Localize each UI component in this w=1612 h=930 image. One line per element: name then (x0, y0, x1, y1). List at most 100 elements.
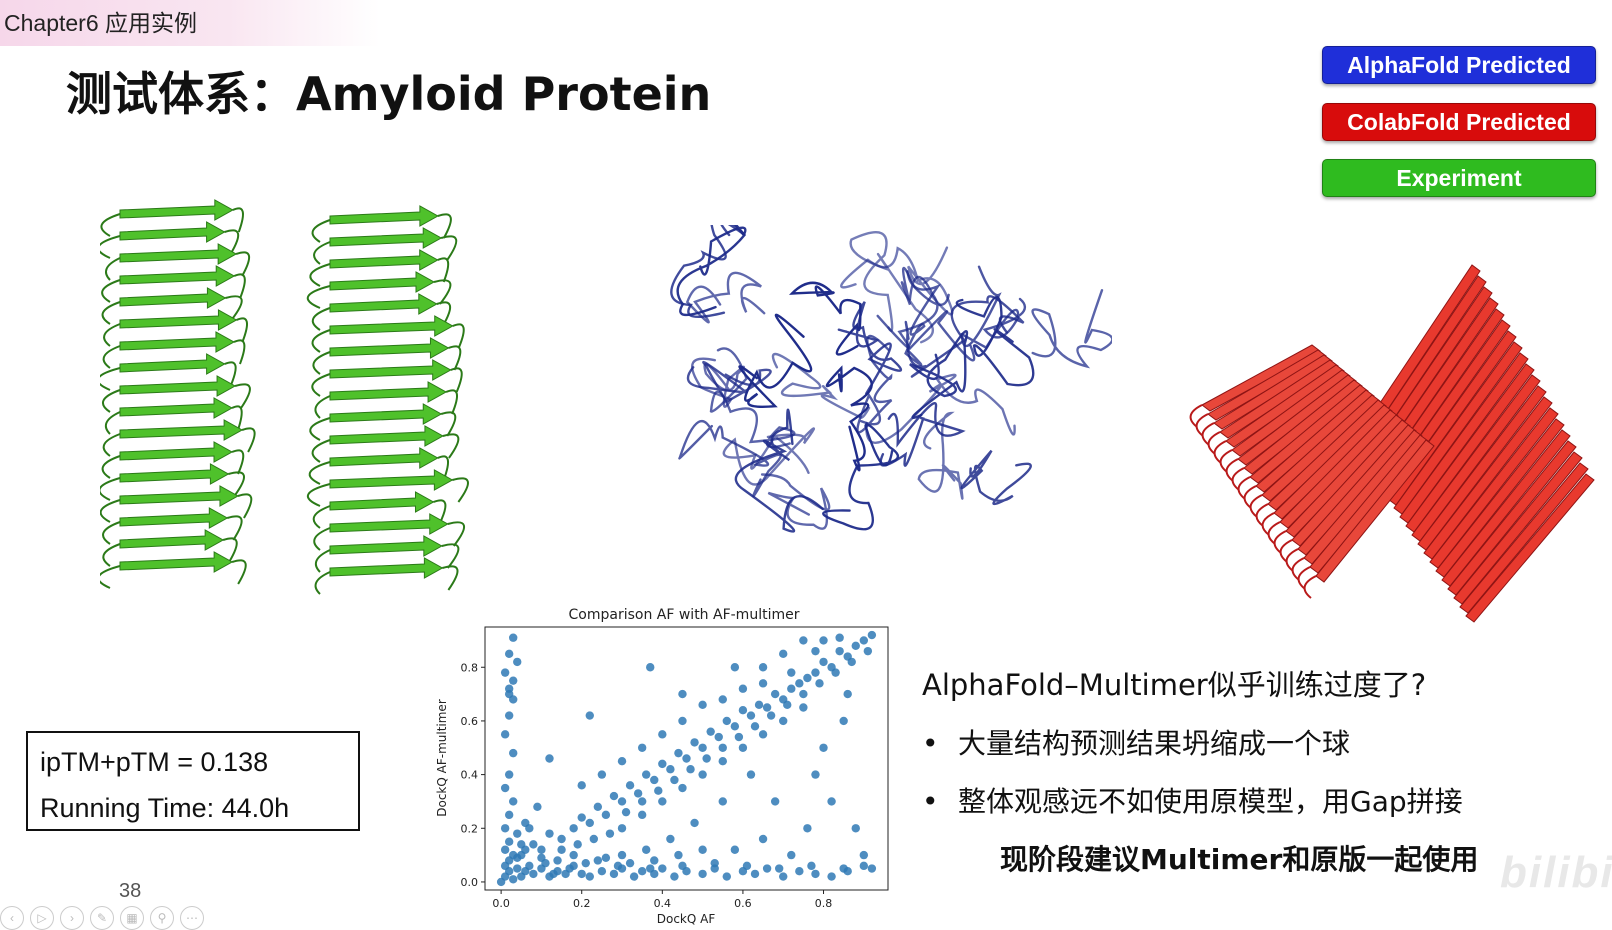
scatter-point (678, 783, 687, 793)
loop (101, 455, 121, 479)
scatter-point (698, 869, 707, 879)
loop (105, 257, 121, 281)
loop (441, 543, 460, 569)
beta-strand (329, 469, 454, 491)
beta-strand (329, 381, 448, 403)
loop (101, 389, 121, 413)
coil (678, 419, 782, 498)
scatter-point (807, 861, 816, 871)
coil (685, 271, 766, 324)
loop (224, 229, 240, 255)
scatter-point (529, 869, 538, 879)
scatter-point (819, 636, 828, 645)
loop (101, 279, 121, 303)
legend-alphafold: AlphaFold Predicted (1322, 46, 1596, 84)
beta-strand (119, 397, 234, 419)
play-icon[interactable]: ▷ (30, 906, 54, 930)
scatter-point (779, 649, 788, 659)
scatter-point (847, 657, 856, 667)
more-icon[interactable]: ⋯ (180, 906, 204, 930)
scatter-point (811, 770, 820, 779)
scatter-point (670, 872, 679, 881)
scatter-point (617, 824, 627, 833)
loop (235, 251, 251, 277)
loop (1231, 467, 1245, 491)
scatter-point (509, 797, 518, 806)
pen-icon[interactable]: ✎ (90, 906, 114, 930)
beta-strand (119, 331, 235, 353)
coil (960, 265, 1026, 350)
beta-strand (329, 425, 444, 447)
beta-strand (119, 287, 227, 309)
loop (104, 411, 121, 435)
scatter-point (678, 861, 687, 871)
beta-strand (329, 491, 435, 513)
grid-icon[interactable]: ▦ (120, 906, 144, 930)
loop (1213, 440, 1227, 464)
scatter-point (815, 679, 824, 688)
bullet-glyph: • (922, 785, 939, 818)
scatter-point (504, 649, 514, 659)
scatter-point (734, 732, 744, 742)
scatter-point (541, 858, 550, 868)
beta-strand (329, 205, 439, 227)
scatter-point (500, 824, 510, 833)
coil (690, 357, 745, 408)
scatter-point (859, 850, 869, 860)
loop (1261, 512, 1275, 536)
loop (100, 235, 121, 259)
scatter-point (654, 786, 663, 795)
y-tick-label: 0.4 (461, 769, 479, 782)
notes-question: AlphaFold–Multimer似乎训练过度了? (922, 668, 1427, 702)
scatter-point (613, 861, 623, 871)
coil (771, 352, 871, 419)
loop (445, 389, 459, 415)
scatter-point (867, 630, 877, 640)
scatter-point (746, 711, 756, 720)
scatter-point (795, 867, 804, 876)
scatter-point (762, 864, 772, 873)
loop (233, 273, 246, 299)
scatter-point (750, 722, 760, 731)
slide-toolbar: ‹ ▷ › ✎ ▦ ⚲ ⋯ (0, 906, 204, 930)
loop (1207, 431, 1221, 455)
bullet-2-text: 整体观感远不如使用原模型，用Gap拼接 (958, 785, 1463, 818)
notes-section: AlphaFold–Multimer似乎训练过度了? • 大量结构预测结果坍缩成一… (922, 662, 1478, 878)
scatter-point (597, 770, 607, 779)
next-icon[interactable]: › (60, 906, 84, 930)
beta-strand (119, 551, 234, 573)
prev-icon[interactable]: ‹ (0, 906, 24, 930)
loop (231, 559, 247, 585)
scatter-point (722, 716, 731, 726)
scatter-point (674, 748, 683, 758)
scatter-point (758, 663, 768, 672)
coil (917, 411, 964, 500)
scatter-point (625, 781, 635, 790)
zoom-icon[interactable]: ⚲ (150, 906, 174, 930)
metrics-box: ipTM+pTM = 0.138 Running Time: 44.0h (26, 731, 360, 831)
beta-strand (119, 463, 230, 485)
loop (437, 257, 450, 283)
comparison-scatter-chart: Comparison AF with AF-multimer 0.0 0.2 0.4… (435, 607, 889, 926)
page-title: 测试体系：Amyloid Protein (66, 67, 712, 121)
loop (100, 367, 121, 391)
loop (313, 241, 331, 265)
notes-recommendation: 现阶段建议Multimer和原版一起使用 (1000, 843, 1479, 876)
scatter-point (803, 673, 812, 683)
coil (825, 365, 873, 472)
coil (879, 402, 966, 467)
scatter-point (509, 748, 518, 758)
scatter-point (859, 861, 869, 871)
scatter-point (686, 765, 695, 774)
scatter-point (650, 856, 659, 865)
scatter-point (750, 869, 760, 879)
loop (308, 461, 331, 485)
scatter-point (513, 829, 522, 838)
scatter-point (525, 861, 534, 871)
scatter-point (646, 663, 655, 672)
coil (849, 231, 934, 344)
scatter-point (646, 864, 655, 873)
scatter-point (835, 633, 844, 642)
beta-strand (329, 447, 439, 469)
beta-strand (119, 419, 244, 441)
